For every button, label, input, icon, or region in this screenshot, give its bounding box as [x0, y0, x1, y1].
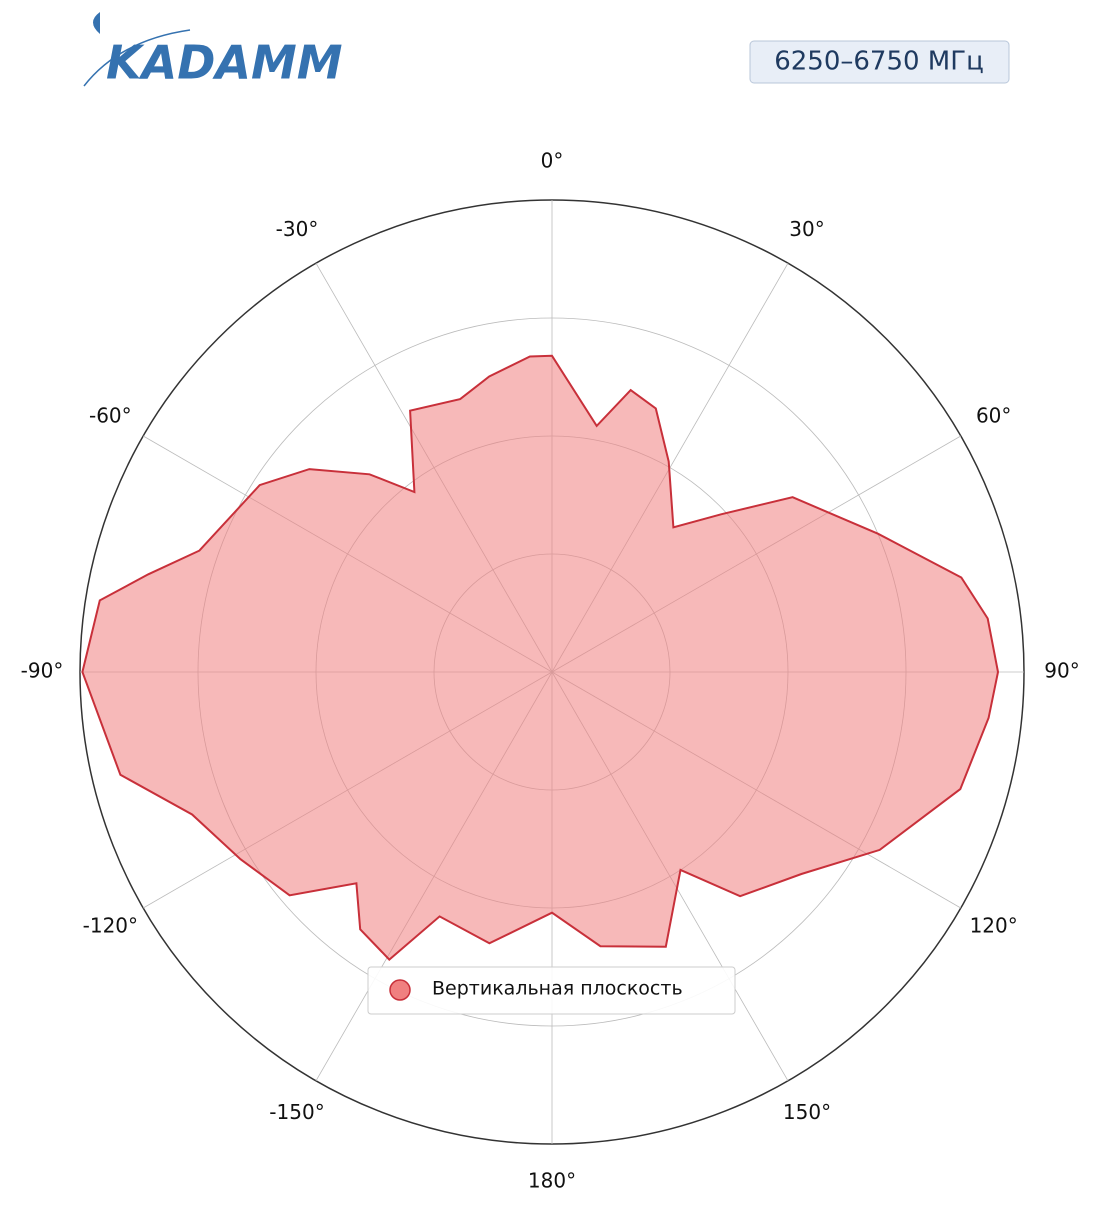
- angle-tick-label: 120°: [970, 914, 1018, 938]
- angle-tick-label: 0°: [541, 149, 564, 173]
- logo-icon: [93, 12, 100, 34]
- legend-box: [367, 966, 736, 1015]
- logo-text: KADAMM: [106, 36, 343, 90]
- angle-tick-label: 30°: [789, 217, 824, 241]
- chart-title: 6250–6750 МГц: [774, 47, 984, 77]
- legend-marker: [389, 979, 411, 1001]
- logo: KADAMM: [83, 12, 343, 90]
- angle-tick-label: -150°: [269, 1100, 324, 1124]
- legend-label: Вертикальная плоскость: [432, 978, 683, 1000]
- angle-tick-label: 90°: [1044, 659, 1079, 683]
- angle-tick-label: 60°: [976, 404, 1011, 428]
- angle-tick-label: 180°: [528, 1169, 576, 1193]
- angle-tick-label: 150°: [783, 1100, 831, 1124]
- angle-tick-label: -60°: [89, 404, 132, 428]
- logo-arc: [83, 29, 191, 87]
- badge: [749, 40, 1010, 84]
- angle-tick-label: -30°: [276, 217, 319, 241]
- angle-tick-label: -120°: [83, 914, 138, 938]
- pattern-area: [81, 354, 1000, 961]
- angle-tick-label: -90°: [21, 659, 64, 683]
